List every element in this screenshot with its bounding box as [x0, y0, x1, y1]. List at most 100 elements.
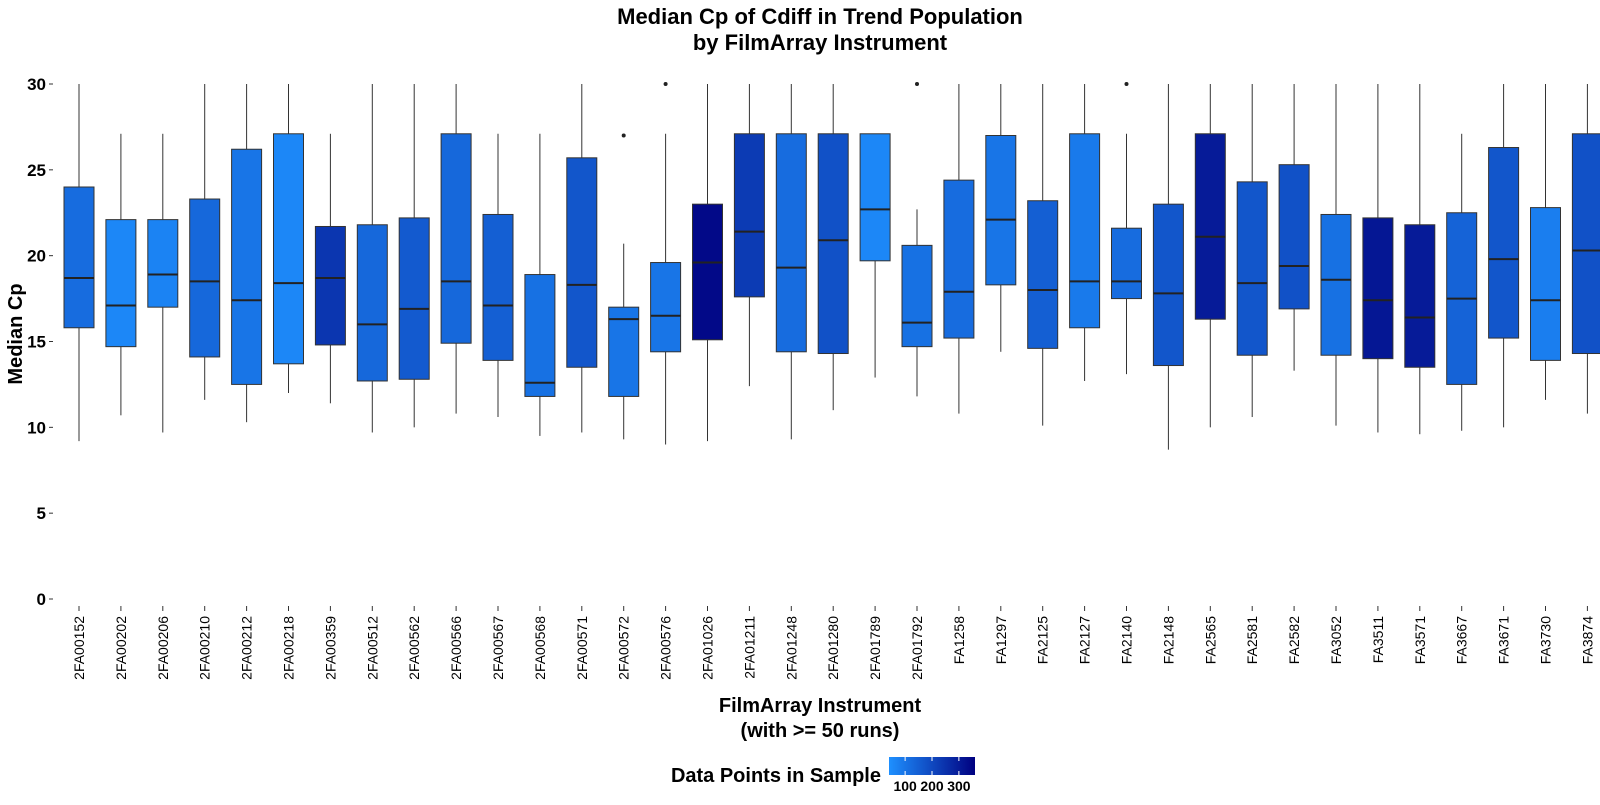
x-tick-label: FA2582 [1286, 616, 1302, 664]
x-axis-title-line-1: FilmArray Instrument [719, 695, 922, 717]
box-group [524, 133, 556, 436]
x-tick-label: 2FA01280 [825, 616, 841, 680]
box [1236, 181, 1268, 356]
box [273, 133, 304, 365]
box [1320, 213, 1352, 356]
x-tick-label: 2FA00359 [322, 616, 338, 680]
box-group [608, 133, 640, 440]
box [105, 219, 137, 348]
box-group [1362, 84, 1394, 433]
box [1488, 147, 1520, 339]
box [1111, 227, 1142, 300]
chart-title-line-1: Median Cp of Cdiff in Trend Population [617, 4, 1023, 29]
box [1069, 133, 1101, 329]
x-tick-label: FA2125 [1035, 616, 1051, 664]
box-group [398, 84, 430, 428]
box [524, 274, 556, 397]
x-tick-label: 2FA01248 [783, 616, 799, 680]
box-group [1446, 133, 1478, 431]
outlier-point [1124, 82, 1129, 86]
box [1404, 224, 1436, 368]
box [692, 203, 723, 341]
x-tick-label: 2FA00206 [155, 616, 171, 680]
box [1278, 164, 1310, 310]
x-tick-label: 2FA00566 [448, 616, 464, 680]
y-tick-label: 15 [27, 333, 46, 352]
box [901, 244, 933, 348]
box-group [1571, 84, 1600, 414]
box [608, 306, 640, 397]
box [482, 213, 514, 361]
y-axis: 0 5 10 15 20 25 30 [27, 75, 53, 609]
y-axis-title: Median Cp [5, 283, 27, 384]
x-tick-label: 2FA01789 [867, 616, 883, 680]
x-tick-label: FA1297 [993, 616, 1009, 664]
y-tick-label: 0 [37, 590, 46, 609]
y-tick-label: 20 [27, 247, 46, 266]
legend-tick-label: 200 [920, 778, 944, 794]
box-group [859, 133, 891, 378]
box-group [775, 84, 807, 440]
box-group [733, 84, 765, 387]
x-tick-label: FA3730 [1538, 616, 1554, 664]
box-group [1069, 84, 1101, 381]
outlier-point [663, 82, 668, 86]
box-group [482, 133, 514, 418]
box-group [1404, 84, 1436, 435]
box-group [273, 84, 304, 393]
y-tick-label: 25 [27, 161, 46, 180]
legend-tick-label: 300 [947, 778, 971, 794]
box [566, 157, 598, 368]
x-tick-label: FA3052 [1328, 616, 1344, 664]
box-group [63, 84, 95, 442]
chart-title-line-2: by FilmArray Instrument [693, 30, 948, 55]
x-tick-label: FA1258 [951, 616, 967, 664]
box-group [985, 84, 1017, 352]
box [231, 148, 263, 385]
x-tick-label: FA2565 [1202, 616, 1218, 664]
x-tick-label: 2FA00576 [658, 616, 674, 680]
y-tick-label: 30 [27, 75, 46, 94]
x-tick-label: 2FA00512 [364, 616, 380, 680]
x-tick-label: FA3511 [1370, 616, 1386, 663]
x-tick-label: 2FA00210 [197, 616, 213, 680]
x-axis: 2FA00152 2FA00202 2FA00206 2FA00210 2FA00212… [71, 606, 1595, 680]
box [398, 217, 430, 380]
x-tick-label: 2FA00152 [71, 616, 87, 680]
box-group [314, 133, 346, 404]
box-group [105, 133, 137, 416]
box-group [147, 133, 179, 433]
x-tick-label: FA2127 [1077, 616, 1093, 664]
y-tick-label: 10 [27, 418, 46, 437]
box-series [63, 82, 1600, 450]
box-group [231, 84, 263, 423]
box [440, 133, 472, 344]
box-group [1278, 84, 1310, 371]
box [650, 262, 682, 353]
legend-tick-label: 100 [893, 778, 917, 794]
box-group [1152, 84, 1184, 450]
box [1362, 217, 1394, 360]
x-tick-label: 2FA01792 [909, 616, 925, 680]
box [943, 179, 975, 339]
box-group [1236, 84, 1268, 418]
box [817, 133, 849, 355]
x-tick-label: 2FA00567 [490, 616, 506, 680]
box [1152, 203, 1184, 367]
x-tick-label: FA2140 [1119, 616, 1135, 664]
box [356, 224, 388, 382]
x-axis-title-line-2: (with >= 50 runs) [741, 720, 900, 742]
box-group [440, 84, 472, 414]
box-group [356, 84, 388, 433]
box-group [1488, 84, 1520, 428]
box-group [650, 82, 682, 445]
box [1571, 133, 1600, 355]
x-tick-label: FA3671 [1496, 616, 1512, 664]
x-tick-label: 2FA00218 [281, 616, 297, 680]
box-group [1111, 82, 1142, 375]
box [985, 135, 1017, 286]
x-tick-label: 2FA00568 [532, 616, 548, 680]
box-group [189, 84, 221, 400]
box [859, 133, 891, 262]
